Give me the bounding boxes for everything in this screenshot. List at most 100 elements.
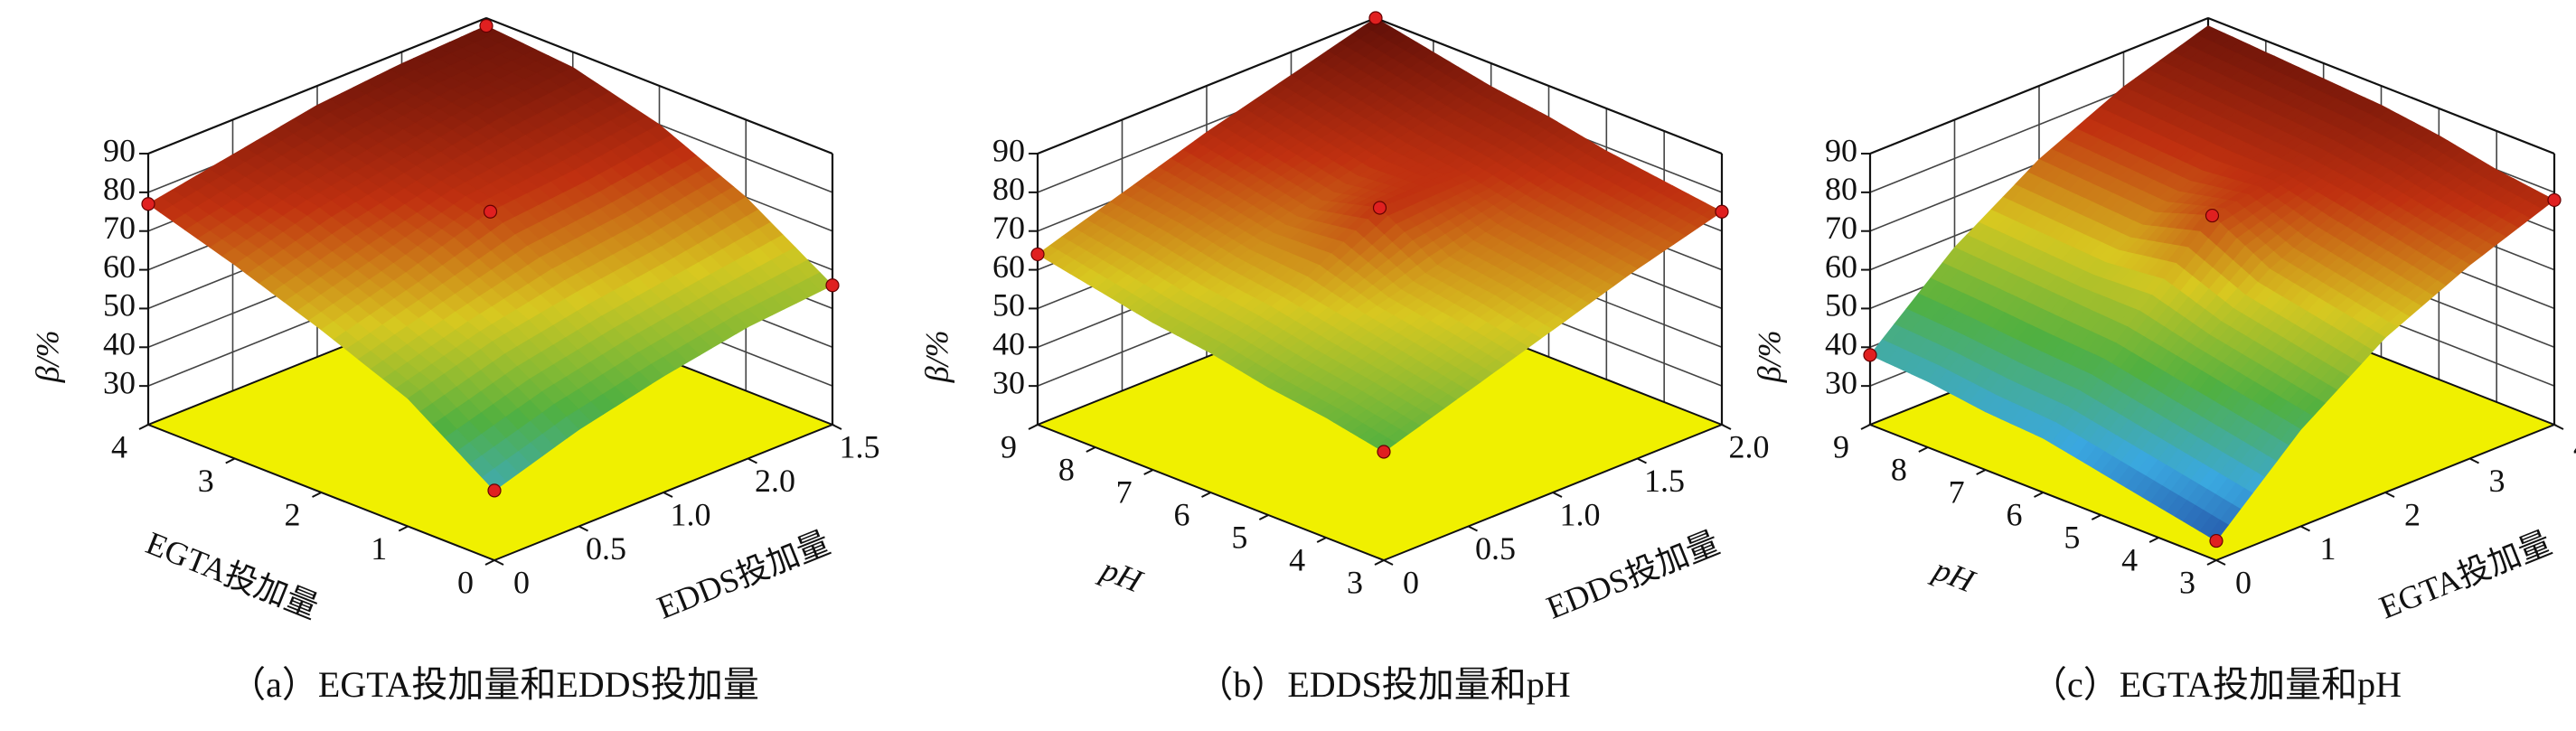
x-tick [2300,525,2310,532]
design-point [1368,11,1383,25]
x-tick [1637,457,1647,464]
x-tick-label: 3 [2489,463,2505,499]
y-tick [1258,514,1269,520]
z-tick-label: 30 [1825,364,1857,400]
z-tick-label: 90 [992,132,1025,168]
y-tick [225,457,236,464]
y-tick-label: 4 [111,428,127,464]
x-tick [494,559,504,566]
z-tick-label: 60 [1825,248,1857,285]
y-tick-label: 6 [1174,496,1190,532]
y-axis-label: pH [1926,550,1980,600]
y-tick-label: 7 [1116,473,1133,510]
box-edge [1869,16,2209,155]
y-tick [138,424,149,430]
x-tick [2215,559,2226,566]
z-tick-label: 80 [992,171,1025,207]
z-axis-label: β/% [918,330,954,383]
x-tick [2469,457,2479,464]
z-tick-label: 90 [1825,132,1857,168]
y-tick [1918,446,1929,453]
y-tick-label: 7 [1949,473,1965,510]
box-edge [485,16,833,155]
design-point [2209,533,2223,548]
x-tick-label: 1.0 [1560,496,1601,532]
caption: （a）EGTA投加量和EDDS投加量 [230,664,759,705]
y-tick [2206,559,2217,566]
design-point [1715,204,1729,219]
z-tick-label: 90 [103,132,136,168]
z-tick-label: 30 [103,364,136,400]
z-tick-label: 80 [103,171,136,207]
x-axis-label: EGTA投加量 [2374,525,2557,626]
y-tick [312,492,322,498]
design-point [141,197,155,211]
x-axis-label: EDDS投加量 [1541,524,1724,625]
y-tick-label: 4 [1289,541,1305,577]
y-tick-label: 1 [371,530,387,567]
y-tick-label: 8 [1891,451,1907,487]
z-tick-label: 30 [992,364,1025,400]
box-edge [1375,16,1723,155]
y-axis-label: EGTA投加量 [141,525,324,626]
box-edge [1037,16,1377,155]
x-tick [832,424,842,430]
y-tick [398,525,409,532]
z-tick-label: 70 [103,210,136,246]
x-tick-label: 1.0 [671,496,711,532]
x-tick [663,492,673,498]
box-edge [2207,16,2555,155]
x-tick-label: 0 [2235,564,2252,600]
y-tick-label: 8 [1058,451,1075,487]
design-point [1372,201,1387,215]
y-tick-label: 9 [1001,428,1017,464]
z-tick-label: 80 [1825,171,1857,207]
surface-patch [481,468,508,492]
y-tick-label: 3 [2179,564,2195,600]
z-tick-label: 40 [103,326,136,362]
x-tick-label: 1 [2320,530,2336,567]
x-tick-label: 1.5 [840,428,880,464]
design-point [1863,348,1877,362]
z-axis-label: β/% [1751,330,1787,383]
z-tick-label: 40 [992,326,1025,362]
y-tick-label: 4 [2121,541,2138,577]
y-tick-label: 2 [285,496,301,532]
y-tick [1028,424,1039,430]
y-tick [1976,469,1987,475]
design-point [1377,445,1391,459]
z-tick-label: 40 [1825,326,1857,362]
y-tick-label: 0 [457,564,474,600]
y-tick [2091,514,2101,520]
panel: 30405060708090β/%012343456789EGTA投加量pH（c… [1751,16,2576,705]
x-tick-label: 0 [513,564,530,600]
y-tick [484,559,495,566]
design-point [2547,192,2562,208]
z-tick-label: 50 [103,287,136,323]
x-tick [747,457,757,464]
y-tick [1860,424,1871,430]
y-tick [1201,492,1211,498]
z-axis-label: β/% [29,330,65,383]
y-tick [1143,469,1154,475]
y-tick-label: 5 [2064,519,2080,555]
design-point [483,204,498,219]
y-tick [1316,537,1327,543]
x-tick [2553,424,2564,430]
caption: （b）EDDS投加量和pH [1197,664,1570,705]
x-tick [1383,559,1394,566]
x-tick-label: 1.5 [1644,463,1685,499]
design-point [825,278,840,293]
z-tick-label: 50 [1825,287,1857,323]
x-axis-label: EDDS投加量 [652,524,834,625]
x-tick [578,525,588,532]
x-tick [1468,525,1478,532]
y-tick [1374,559,1385,566]
y-tick-label: 6 [2007,496,2023,532]
design-point [2205,208,2220,223]
x-tick-label: 2.0 [1729,428,1770,464]
